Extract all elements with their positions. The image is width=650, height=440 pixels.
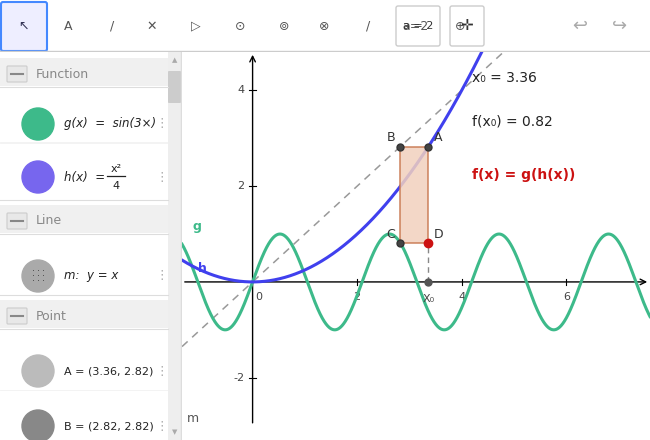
Bar (0, 104, 168, 142)
FancyBboxPatch shape (1, 2, 47, 51)
Text: ⊚: ⊚ (279, 19, 289, 33)
Bar (0, 205, 168, 233)
Text: A: A (64, 19, 72, 33)
Text: X₀: X₀ (422, 294, 434, 304)
Text: /: / (110, 19, 114, 33)
Text: 4: 4 (112, 181, 120, 191)
Bar (0, 406, 168, 440)
Circle shape (22, 410, 54, 440)
Text: Line: Line (36, 214, 62, 227)
FancyBboxPatch shape (7, 308, 27, 324)
Bar (0, 351, 168, 389)
Text: x²: x² (111, 164, 122, 174)
Text: h(x)  =: h(x) = (64, 170, 105, 183)
Circle shape (22, 355, 54, 387)
Text: ⋮: ⋮ (156, 269, 168, 282)
Circle shape (22, 108, 54, 140)
Text: B = (2.82, 2.82): B = (2.82, 2.82) (64, 421, 154, 431)
Text: g(x)  =  sin(3×): g(x) = sin(3×) (64, 117, 156, 129)
Text: ▲: ▲ (172, 57, 177, 63)
Text: m: m (187, 412, 200, 425)
FancyBboxPatch shape (7, 213, 27, 229)
Text: f(x₀) = 0.82: f(x₀) = 0.82 (472, 114, 553, 128)
Text: ⊗: ⊗ (318, 19, 330, 33)
Text: ↩: ↩ (573, 17, 588, 35)
Text: D: D (434, 228, 443, 241)
Text: x₀ = 3.36: x₀ = 3.36 (472, 71, 537, 85)
Text: 2: 2 (238, 181, 245, 191)
Text: ⊙: ⊙ (235, 19, 245, 33)
Text: /: / (366, 19, 370, 33)
Text: 2: 2 (354, 292, 361, 301)
Text: ↖: ↖ (19, 19, 29, 33)
FancyBboxPatch shape (450, 6, 484, 46)
Text: g: g (192, 220, 202, 233)
Text: ⊕: ⊕ (455, 19, 465, 33)
Text: A: A (434, 131, 442, 144)
Text: 4: 4 (458, 292, 465, 301)
Text: h: h (198, 262, 207, 275)
Bar (0, 58, 168, 86)
Bar (400, 147, 428, 242)
Text: ▼: ▼ (172, 429, 177, 435)
Text: -2: -2 (233, 373, 245, 383)
Text: ✕: ✕ (147, 19, 157, 33)
Bar (168, 52, 182, 440)
Text: ✛: ✛ (461, 18, 473, 33)
Circle shape (22, 161, 54, 193)
Text: ⋮: ⋮ (156, 364, 168, 378)
Text: Function: Function (36, 67, 89, 81)
Text: 0: 0 (255, 293, 263, 302)
Text: ↪: ↪ (612, 17, 627, 35)
FancyBboxPatch shape (396, 6, 440, 46)
Circle shape (22, 260, 54, 292)
Text: C: C (387, 228, 395, 241)
Text: f(x) = g(h(x)): f(x) = g(h(x)) (472, 169, 575, 183)
Text: Point: Point (36, 309, 67, 323)
FancyBboxPatch shape (168, 71, 181, 103)
Text: ▷: ▷ (191, 19, 201, 33)
Text: 6: 6 (563, 292, 570, 301)
Text: a = 2: a = 2 (403, 21, 433, 31)
Text: A = (3.36, 2.82): A = (3.36, 2.82) (64, 366, 153, 376)
Text: m:  y = x: m: y = x (64, 269, 118, 282)
Text: B: B (387, 131, 395, 144)
Bar (0, 155, 168, 199)
Text: ⋮: ⋮ (156, 419, 168, 433)
Text: 4: 4 (238, 85, 245, 95)
Text: ⋮: ⋮ (156, 170, 168, 183)
Text: ⋮: ⋮ (156, 117, 168, 131)
Bar (0, 256, 168, 294)
Bar (0, 300, 168, 328)
FancyBboxPatch shape (7, 66, 27, 82)
Text: a=2: a=2 (402, 19, 428, 33)
